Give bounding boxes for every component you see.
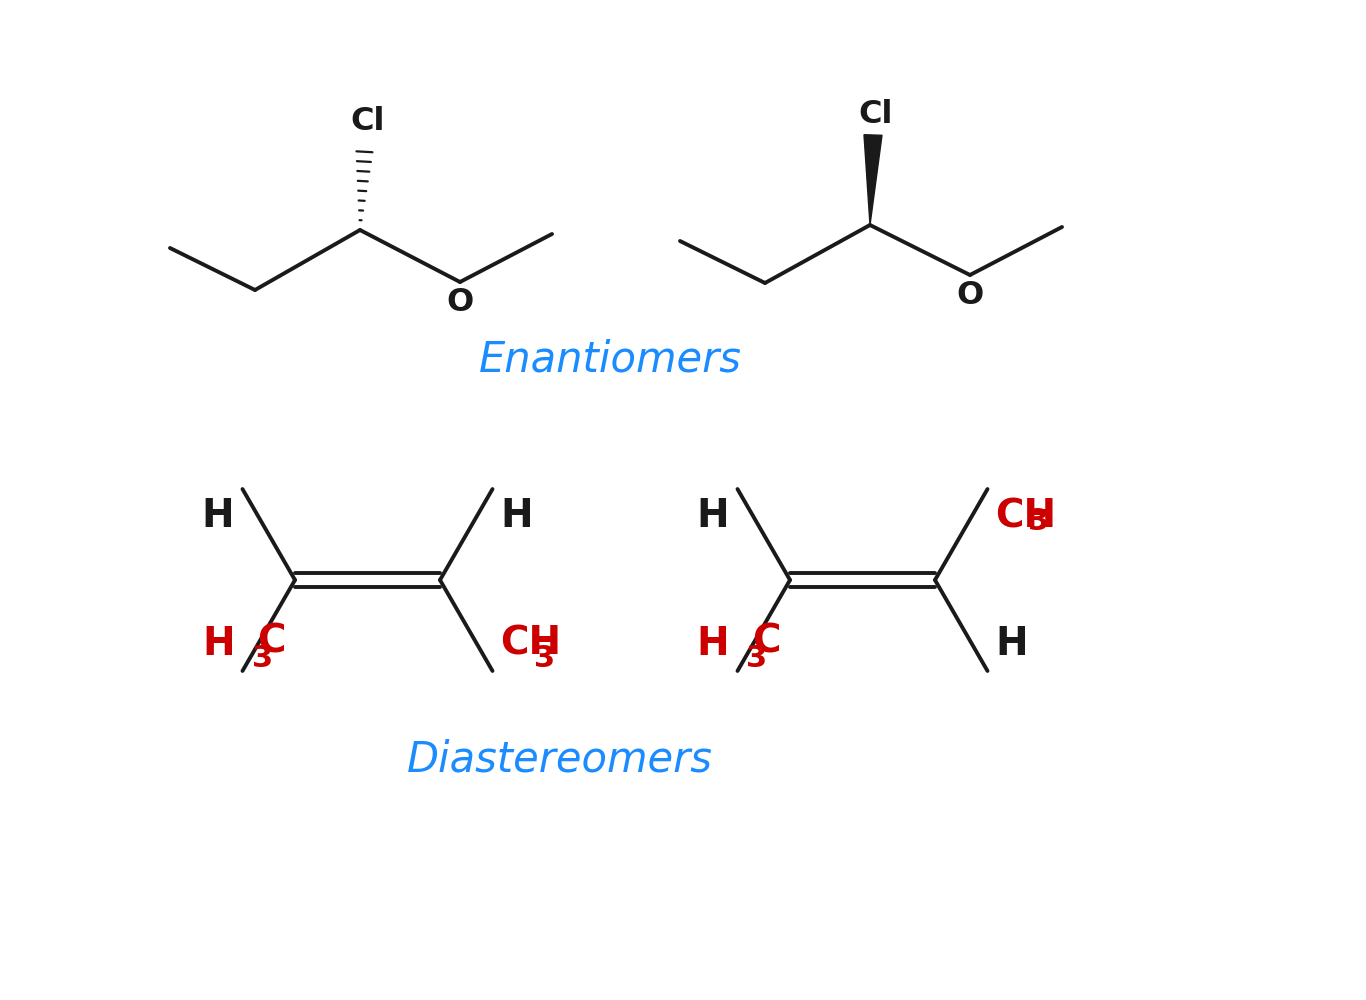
Text: 3: 3 <box>746 644 768 673</box>
Text: H: H <box>996 625 1029 663</box>
Text: H: H <box>202 625 235 663</box>
Text: CH: CH <box>996 497 1057 535</box>
Text: Diastereomers: Diastereomers <box>407 739 713 781</box>
Text: CH: CH <box>500 625 561 663</box>
Text: 3: 3 <box>534 644 555 673</box>
Polygon shape <box>865 135 882 225</box>
Text: O: O <box>447 287 474 318</box>
Text: 3: 3 <box>251 644 273 673</box>
Text: O: O <box>956 280 984 311</box>
Text: Enantiomers: Enantiomers <box>478 339 742 381</box>
Text: H: H <box>202 497 235 535</box>
Text: 3: 3 <box>1029 507 1049 536</box>
Text: C: C <box>753 623 781 661</box>
Text: H: H <box>697 625 729 663</box>
Text: H: H <box>500 497 533 535</box>
Text: C: C <box>258 623 285 661</box>
Text: Cl: Cl <box>859 99 893 130</box>
Text: H: H <box>697 497 729 535</box>
Text: Cl: Cl <box>351 106 385 137</box>
